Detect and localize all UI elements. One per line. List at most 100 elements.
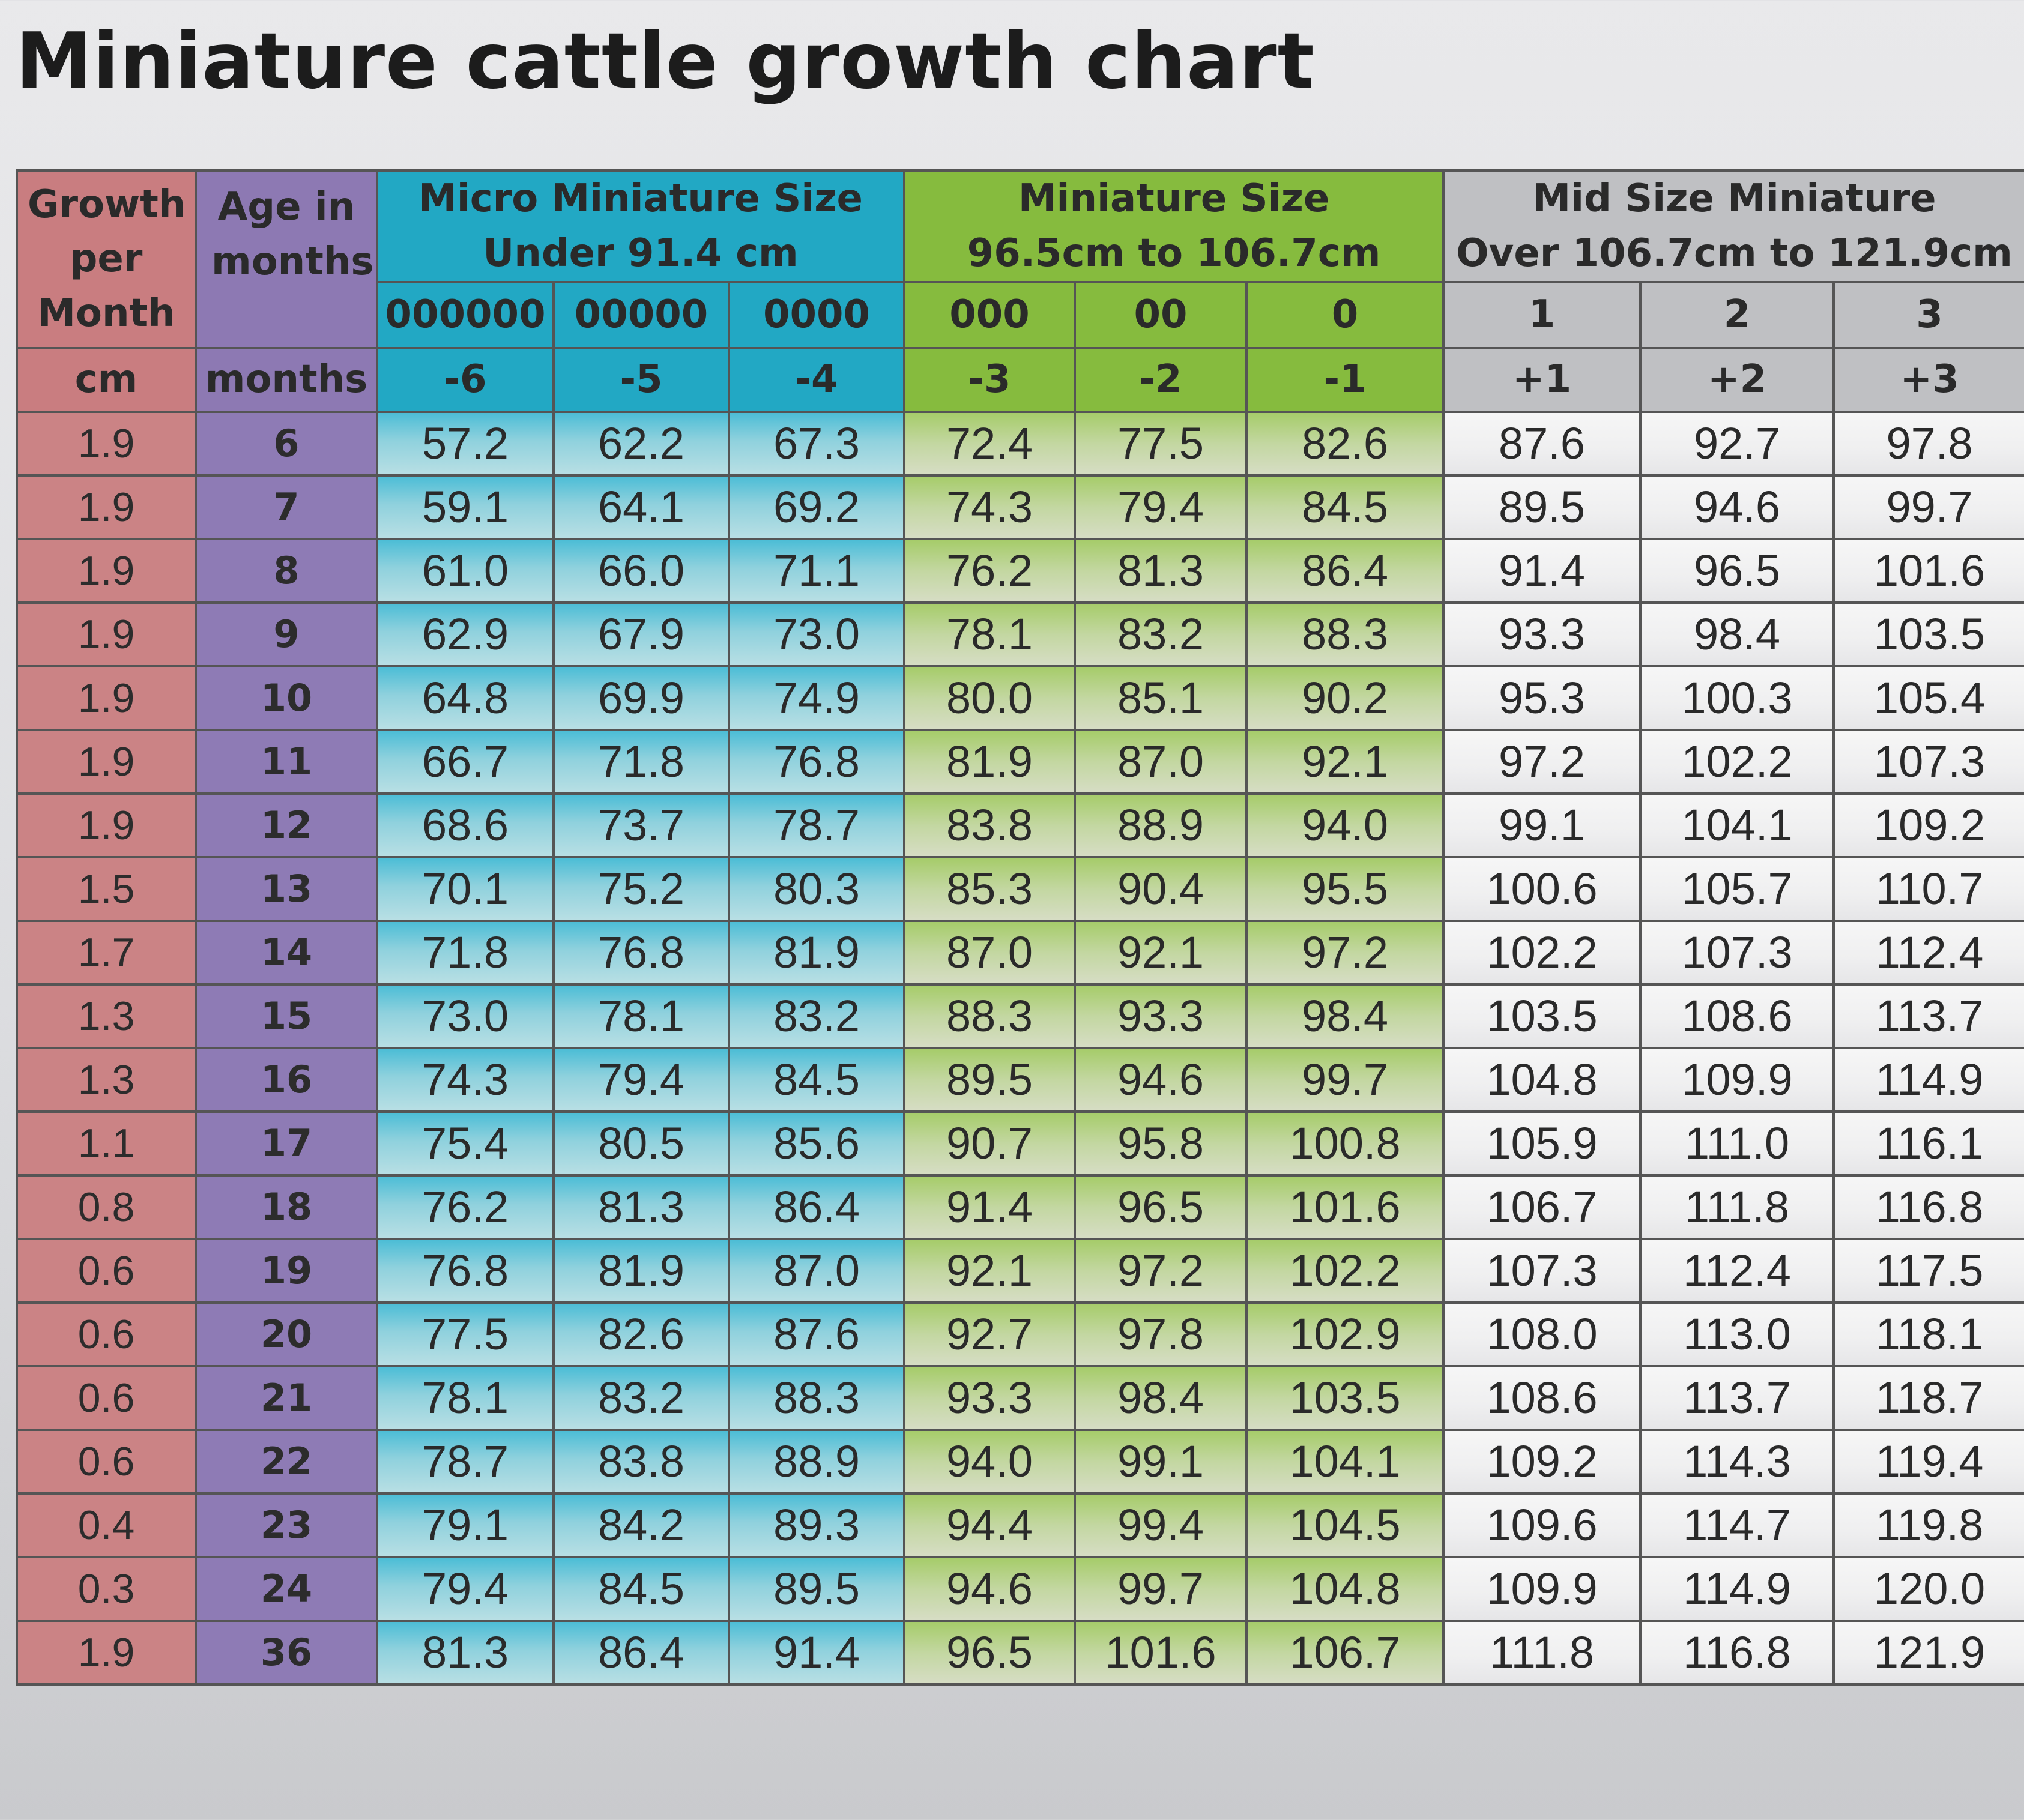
height-cell: 118.7: [1832, 1364, 2024, 1431]
height-cell: 106.7: [1442, 1174, 1642, 1240]
height-cell: 84.2: [552, 1492, 730, 1558]
growth-cell: 0.6: [16, 1428, 197, 1495]
height-cell: 93.3: [1442, 601, 1642, 667]
height-cell: 73.0: [727, 601, 906, 667]
height-cell: 109.2: [1832, 792, 2024, 858]
group-header-micro-line2: Under 91.4 cm: [483, 231, 799, 276]
age-in-months-header: Age in months: [195, 169, 378, 349]
height-cell: 81.9: [903, 728, 1077, 795]
height-cell: 105.7: [1639, 855, 1835, 922]
age-cell: 6: [195, 410, 378, 477]
height-cell: 90.7: [903, 1110, 1077, 1177]
height-cell: 80.5: [552, 1110, 730, 1177]
height-cell: 87.6: [727, 1301, 906, 1367]
height-cell: 79.1: [376, 1492, 555, 1558]
height-cell: 87.6: [1442, 410, 1642, 477]
height-cell: 62.9: [376, 601, 555, 667]
height-cell: 103.5: [1245, 1364, 1445, 1431]
deviation-header: -1: [1245, 346, 1445, 413]
growth-cell: 1.7: [16, 919, 197, 986]
height-cell: 88.3: [1245, 601, 1445, 667]
height-cell: 67.3: [727, 410, 906, 477]
height-cell: 90.4: [1074, 855, 1248, 922]
growth-cell: 1.9: [16, 601, 197, 667]
height-cell: 104.1: [1245, 1428, 1445, 1495]
height-cell: 109.9: [1639, 1046, 1835, 1113]
table-row: 0.6 19 76.8 81.9 87.0 92.1 97.2 102.2 107.3 112.4…: [16, 1237, 2024, 1304]
age-cell: 24: [195, 1555, 378, 1622]
table-row: 1.3 16 74.3 79.4 84.5 89.5 94.6 99.7 104.8 109.9 1…: [16, 1046, 2024, 1113]
height-cell: 106.7: [1245, 1619, 1445, 1686]
age-cell: 11: [195, 728, 378, 795]
height-cell: 79.4: [552, 1046, 730, 1113]
group-header-mid-size: Mid Size Miniature Over 106.7cm to 121.9…: [1442, 169, 2024, 283]
growth-cell: 1.5: [16, 855, 197, 922]
height-cell: 103.5: [1442, 983, 1642, 1049]
group-header-micro-line1: Micro Miniature Size: [418, 176, 863, 221]
height-cell: 97.8: [1074, 1301, 1248, 1367]
height-cell: 59.1: [376, 474, 555, 540]
height-cell: 87.0: [727, 1237, 906, 1304]
height-cell: 101.6: [1245, 1174, 1445, 1240]
height-cell: 98.4: [1639, 601, 1835, 667]
height-cell: 97.2: [1074, 1237, 1248, 1304]
height-cell: 92.7: [1639, 410, 1835, 477]
group-header-micro: Micro Miniature Size Under 91.4 cm: [375, 169, 906, 283]
growth-cell: 0.4: [16, 1492, 197, 1558]
growth-cell: 1.9: [16, 410, 197, 477]
height-cell: 82.6: [552, 1301, 730, 1367]
deviation-header: -4: [727, 346, 906, 413]
height-cell: 112.4: [1832, 919, 2024, 986]
height-cell: 113.0: [1639, 1301, 1835, 1367]
deviation-header: +3: [1832, 346, 2024, 413]
height-cell: 84.5: [1245, 474, 1445, 540]
height-cell: 107.3: [1442, 1237, 1642, 1304]
height-cell: 95.5: [1245, 855, 1445, 922]
growth-cell: 1.9: [16, 1619, 197, 1686]
age-cell: 15: [195, 983, 378, 1049]
height-cell: 82.6: [1245, 410, 1445, 477]
height-cell: 92.1: [1074, 919, 1248, 986]
height-cell: 99.4: [1074, 1492, 1248, 1558]
height-cell: 107.3: [1832, 728, 2024, 795]
height-cell: 87.0: [1074, 728, 1248, 795]
height-cell: 114.9: [1639, 1555, 1835, 1622]
height-cell: 118.1: [1832, 1301, 2024, 1367]
table-row: 1.9 11 66.7 71.8 76.8 81.9 87.0 92.1 97.2 102.2 10…: [16, 728, 2024, 795]
height-cell: 98.4: [1245, 983, 1445, 1049]
group-header-mid-size-line1: Mid Size Miniature: [1532, 176, 1936, 221]
height-cell: 64.1: [552, 474, 730, 540]
growth-cell: 1.3: [16, 1046, 197, 1113]
height-cell: 81.9: [552, 1237, 730, 1304]
height-cell: 104.8: [1245, 1555, 1445, 1622]
height-cell: 92.1: [903, 1237, 1077, 1304]
height-cell: 89.5: [727, 1555, 906, 1622]
height-cell: 81.3: [552, 1174, 730, 1240]
height-cell: 99.7: [1245, 1046, 1445, 1113]
deviation-header: -2: [1074, 346, 1248, 413]
frame-size-header: 2: [1639, 280, 1835, 349]
growth-cell: 0.6: [16, 1364, 197, 1431]
height-cell: 69.9: [552, 664, 730, 731]
height-cell: 92.1: [1245, 728, 1445, 795]
height-cell: 94.4: [903, 1492, 1077, 1558]
group-header-miniature-line2: 96.5cm to 106.7cm: [967, 231, 1381, 276]
height-cell: 98.4: [1074, 1364, 1248, 1431]
height-cell: 114.7: [1639, 1492, 1835, 1558]
height-cell: 74.3: [903, 474, 1077, 540]
frame-size-header: 3: [1832, 280, 2024, 349]
growth-cell: 1.1: [16, 1110, 197, 1177]
height-cell: 68.6: [376, 792, 555, 858]
age-cell: 16: [195, 1046, 378, 1113]
height-cell: 83.8: [552, 1428, 730, 1495]
growth-cell: 1.9: [16, 728, 197, 795]
height-cell: 79.4: [1074, 474, 1248, 540]
age-cell: 21: [195, 1364, 378, 1431]
height-cell: 113.7: [1639, 1364, 1835, 1431]
age-cell: 13: [195, 855, 378, 922]
height-cell: 120.0: [1832, 1555, 2024, 1622]
height-cell: 109.6: [1442, 1492, 1642, 1558]
age-cell: 12: [195, 792, 378, 858]
height-cell: 99.1: [1074, 1428, 1248, 1495]
table-row: 0.6 21 78.1 83.2 88.3 93.3 98.4 103.5 108.6 113.7…: [16, 1364, 2024, 1431]
